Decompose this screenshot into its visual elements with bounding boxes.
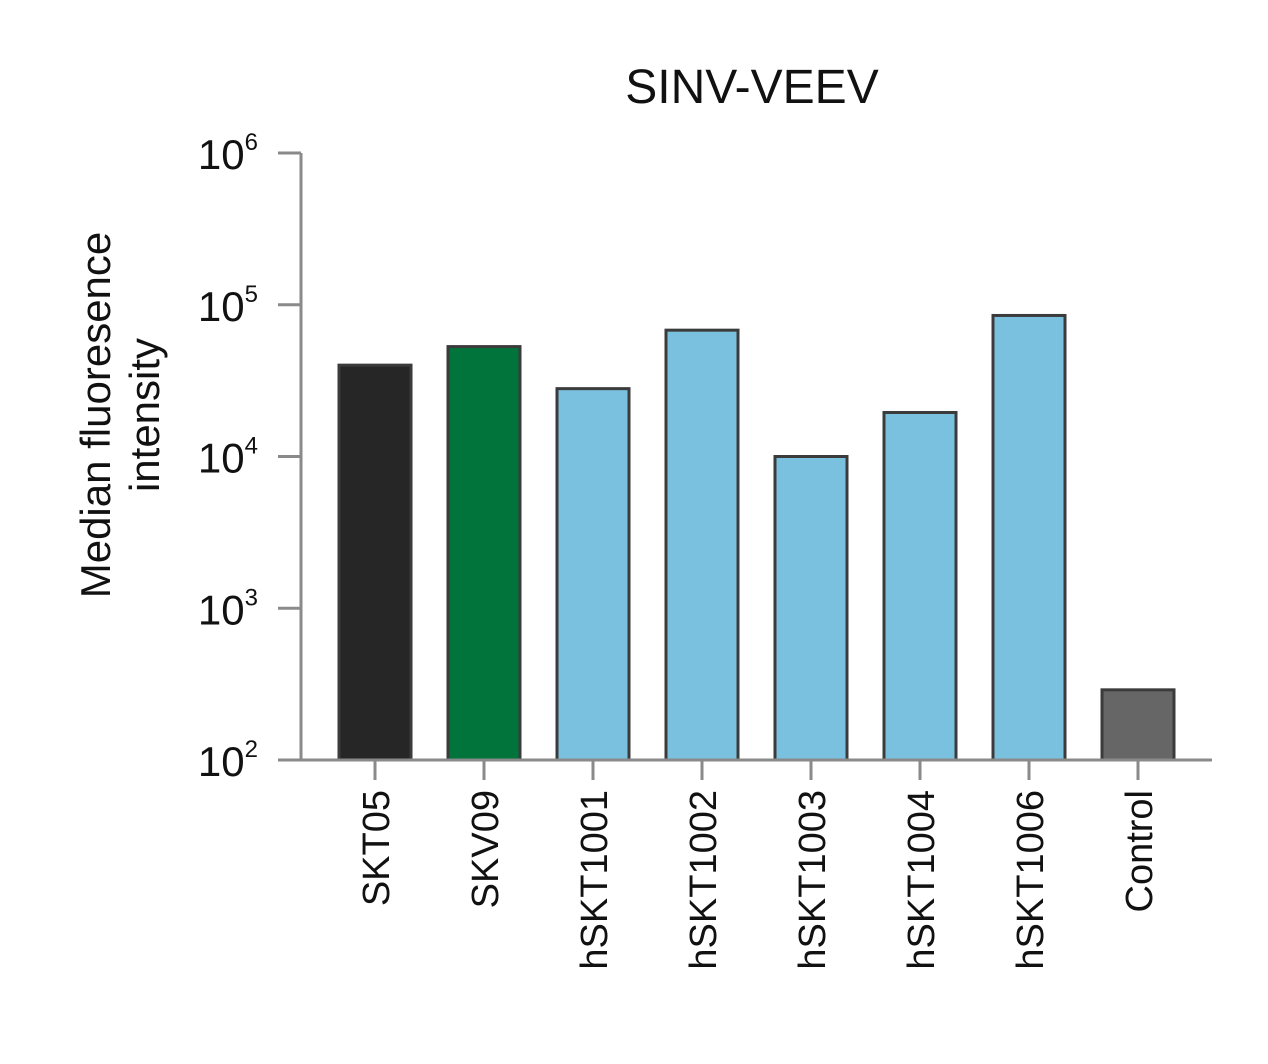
- bar-hskt1002: [664, 328, 740, 762]
- bar-skv09: [446, 345, 522, 762]
- y-tick-label-4: 104: [198, 433, 258, 482]
- bar-skt05: [337, 363, 413, 762]
- y-tick-label-3: 103: [198, 584, 258, 633]
- x-tick-label-control: Control: [1119, 790, 1161, 913]
- bars-group: [337, 313, 1176, 762]
- bar-hskt1006: [991, 313, 1067, 762]
- chart-title: SINV-VEEV: [625, 61, 878, 114]
- y-tick-exponent: 6: [245, 129, 258, 156]
- x-tick-label-hskt1001: hSKT1001: [574, 790, 616, 970]
- y-tick-label-6: 106: [198, 129, 258, 178]
- y-tick-exponent: 5: [245, 281, 258, 308]
- x-tick-label-hskt1003: hSKT1003: [792, 790, 834, 970]
- y-tick-exponent: 2: [245, 736, 258, 763]
- y-tick-base: 10: [198, 435, 245, 482]
- bar-control: [1100, 688, 1176, 762]
- y-tick-base: 10: [198, 131, 245, 178]
- x-tick-label-skt05: SKT05: [356, 790, 398, 906]
- x-tick-label-hskt1006: hSKT1006: [1010, 790, 1052, 970]
- y-tick-label-5: 105: [198, 281, 258, 330]
- y-tick-exponent: 3: [245, 584, 258, 611]
- y-tick-base: 10: [198, 738, 245, 785]
- bar-hskt1001: [555, 387, 631, 762]
- y-axis-label-line-2: intensity: [121, 338, 168, 492]
- y-tick-base: 10: [198, 283, 245, 330]
- bar-hskt1004: [882, 410, 958, 762]
- x-tick-label-skv09: SKV09: [465, 790, 507, 908]
- bar-hskt1003: [773, 455, 849, 762]
- axes-group: [278, 153, 1212, 762]
- y-tick-exponent: 4: [245, 433, 258, 460]
- y-tick-label-2: 102: [198, 736, 258, 785]
- x-tick-label-hskt1002: hSKT1002: [683, 790, 725, 970]
- y-axis-label-group: Median fluoresence intensity: [72, 232, 168, 599]
- y-tick-base: 10: [198, 586, 245, 633]
- x-tick-label-hskt1004: hSKT1004: [901, 790, 943, 970]
- x-ticks-group: SKT05 SKV09 hSKT1001 hSKT1002 hSKT1003 hSKT10…: [356, 760, 1161, 970]
- y-axis-label-line-1: Median fluoresence: [72, 232, 119, 599]
